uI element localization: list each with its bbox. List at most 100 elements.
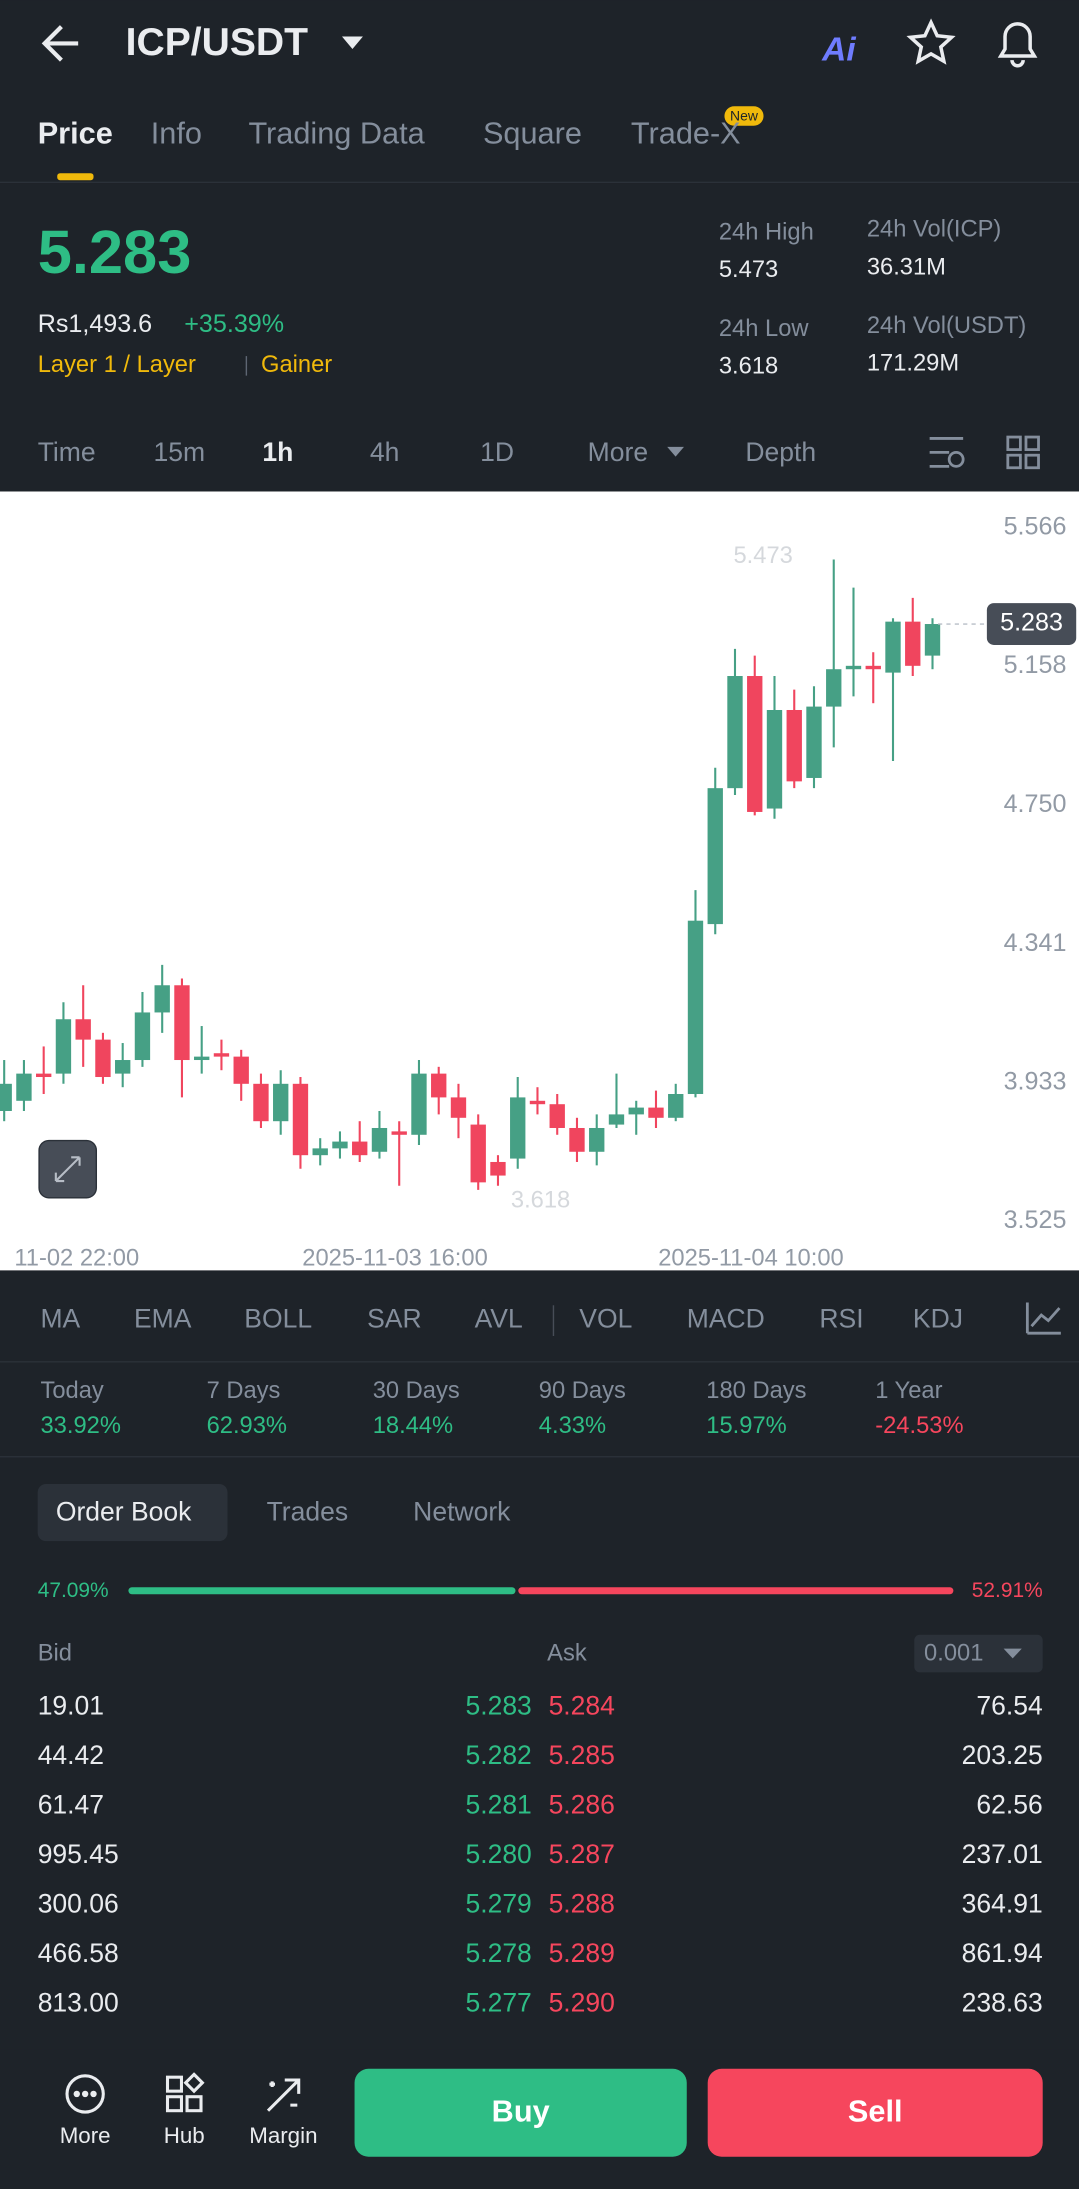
candle-body — [589, 1127, 605, 1152]
candle-body — [134, 1012, 151, 1061]
interval-tab[interactable]: More — [588, 437, 648, 467]
precision[interactable]: 0.001 — [924, 1641, 983, 1667]
candle-body — [312, 1148, 328, 1156]
y-tick-label: 4.341 — [1004, 929, 1067, 957]
indicator-tab[interactable]: AVL — [475, 1304, 523, 1334]
candle-body — [529, 1100, 546, 1105]
divider — [0, 181, 1079, 184]
current-price-label: 5.283 — [1000, 609, 1063, 637]
candle-body — [747, 676, 763, 812]
candle-body — [845, 665, 862, 670]
candle-body — [470, 1124, 486, 1183]
interval-tab[interactable]: 1D — [480, 437, 514, 467]
tag[interactable]: Layer 1 / Layer — [38, 352, 196, 378]
notification-icon[interactable] — [997, 22, 1038, 68]
ask-price: 5.287 — [549, 1839, 615, 1869]
indicator-tab[interactable]: SAR — [367, 1304, 422, 1334]
bid-price: 5.278 — [465, 1938, 531, 1968]
period-label: 180 Days — [706, 1378, 806, 1404]
ask-ratio: 52.91% — [972, 1579, 1043, 1602]
bid-header: Bid — [38, 1641, 72, 1667]
period-change: 33.92% — [40, 1413, 120, 1439]
nav-label[interactable]: Margin — [249, 2123, 317, 2148]
tag[interactable]: Gainer — [261, 352, 332, 378]
ask-price: 5.290 — [549, 1988, 615, 2018]
chart-settings-icon[interactable] — [929, 437, 965, 468]
ask-quantity: 62.56 — [976, 1789, 1042, 1819]
sell-button[interactable] — [707, 2068, 1043, 2157]
indicator-tab[interactable]: EMA — [134, 1304, 192, 1334]
indicator-tab[interactable]: BOLL — [244, 1304, 312, 1334]
bid-quantity: 61.47 — [38, 1789, 104, 1819]
interval-tab[interactable]: 15m — [154, 437, 206, 467]
layout-icon[interactable] — [1006, 435, 1040, 470]
period-label: 1 Year — [875, 1378, 942, 1404]
sell-label[interactable]: Sell — [848, 2094, 903, 2129]
ask-quantity: 364.91 — [962, 1888, 1043, 1918]
bid-quantity: 995.45 — [38, 1839, 119, 1869]
candle-body — [806, 706, 822, 778]
period-label: 90 Days — [539, 1378, 626, 1404]
nav-label[interactable]: More — [60, 2123, 111, 2148]
tag-divider — [245, 356, 248, 376]
candle-body — [490, 1161, 506, 1176]
new-badge — [724, 106, 764, 126]
tab[interactable]: Info — [151, 116, 202, 151]
candle-body — [194, 1056, 210, 1061]
nav-label[interactable]: Hub — [164, 2123, 205, 2148]
buy-label[interactable]: Buy — [492, 2094, 550, 2129]
tab[interactable]: Price — [38, 116, 113, 151]
divider — [0, 1456, 1079, 1458]
candle-body — [668, 1094, 684, 1118]
bid-price: 5.283 — [465, 1690, 531, 1720]
y-tick-label: 5.158 — [1004, 651, 1067, 679]
candle-body — [628, 1107, 644, 1115]
indicator-tab[interactable]: MACD — [687, 1304, 765, 1334]
tab[interactable]: Trade-X — [631, 116, 741, 151]
interval-tab[interactable]: 4h — [370, 437, 399, 467]
y-tick-label: 3.525 — [1004, 1206, 1067, 1234]
candle-body — [95, 1039, 111, 1078]
candle-body — [411, 1073, 427, 1135]
more-caret[interactable] — [667, 446, 684, 457]
period-change: -24.53% — [875, 1413, 963, 1439]
indicator-tab[interactable]: MA — [40, 1304, 80, 1334]
indicator-tab[interactable]: VOL — [579, 1304, 632, 1334]
tab[interactable]: Trading Data — [248, 116, 425, 151]
period-change: 4.33% — [539, 1413, 606, 1439]
interval-tab[interactable]: Depth — [745, 437, 816, 467]
candlestick-chart: 5.566 5.158 4.750 4.341 3.933 3.525 5.283 5.473… — [0, 512, 1077, 1271]
precision-selector[interactable] — [914, 1634, 1043, 1673]
interval-tab[interactable]: 1h — [262, 437, 293, 467]
candle-body — [549, 1104, 565, 1128]
orderbook-tab[interactable]: Network — [413, 1496, 511, 1526]
period-change: 62.93% — [207, 1413, 287, 1439]
stat-label: 24h Vol(ICP) — [867, 217, 1001, 243]
favorite-icon[interactable] — [906, 18, 956, 65]
fullscreen-icon[interactable] — [54, 1156, 81, 1183]
bid-quantity: 44.42 — [38, 1740, 104, 1770]
pair-title[interactable]: ICP/USDT — [126, 21, 309, 64]
indicator-tab[interactable]: KDJ — [913, 1304, 963, 1334]
orderbook-tab[interactable]: Trades — [267, 1496, 349, 1526]
tab[interactable]: Square — [483, 116, 582, 151]
candle-body — [233, 1056, 249, 1084]
stat-label: 24h Low — [719, 316, 810, 342]
indicator-settings-icon[interactable] — [1025, 1302, 1061, 1335]
back-button[interactable] — [41, 25, 79, 62]
ai-icon[interactable]: Ai — [821, 32, 856, 69]
bid-price: 5.279 — [465, 1888, 531, 1918]
candle-body — [569, 1127, 585, 1152]
pair-caret[interactable] — [341, 36, 363, 50]
nav-icons[interactable] — [65, 2072, 301, 2114]
precision-caret[interactable] — [1003, 1648, 1022, 1659]
orderbook-tab[interactable]: Order Book — [56, 1496, 192, 1526]
ask-quantity: 76.54 — [976, 1690, 1042, 1720]
tab-underline — [57, 173, 94, 181]
interval-tab[interactable]: Time — [38, 437, 96, 467]
indicator-tab[interactable]: RSI — [819, 1304, 863, 1334]
candle-body — [865, 665, 881, 670]
stat-label: 24h High — [719, 220, 814, 246]
buy-button[interactable] — [354, 2068, 687, 2157]
